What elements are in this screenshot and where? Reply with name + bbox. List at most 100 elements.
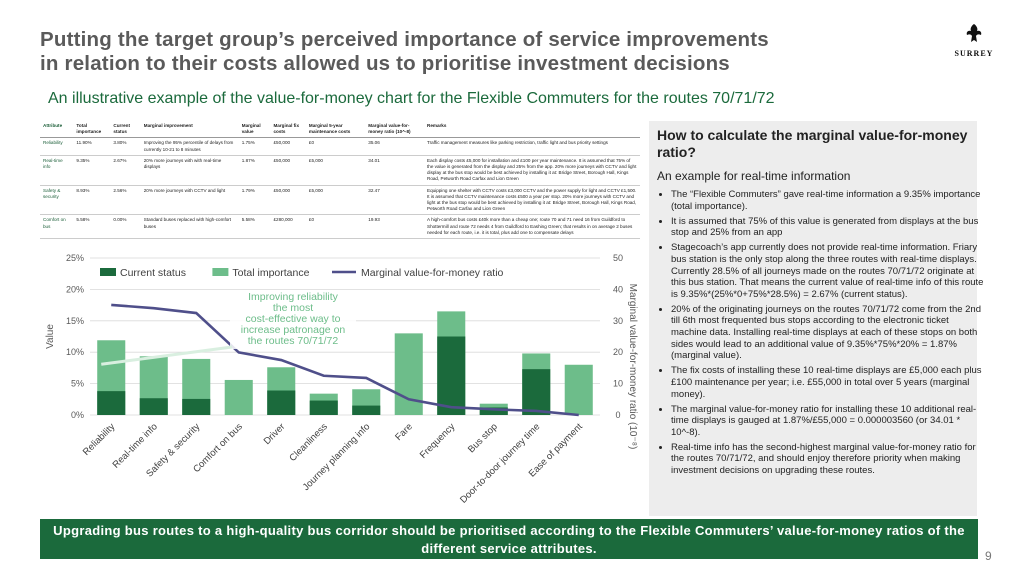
table-header-cell: Current status xyxy=(110,121,141,139)
annotation-text: the most xyxy=(273,302,313,314)
category-label: Cleanliness xyxy=(287,421,330,464)
category-label: Door-to-door journey time xyxy=(458,421,542,505)
value-for-money-line xyxy=(111,303,579,417)
current-status-bar xyxy=(97,391,126,415)
stag-emblem-icon xyxy=(966,24,982,42)
attribute-table: Attribute Total importance Current status M… xyxy=(40,121,640,257)
table-cell: 1.75% xyxy=(238,137,271,156)
category-label: Driver xyxy=(262,421,288,447)
table-cell: £5,000 xyxy=(305,155,366,186)
logo-text: SURREY xyxy=(954,49,994,58)
legend-swatch xyxy=(212,268,229,276)
panel-bullet: 20% of the originating journeys on the r… xyxy=(671,304,987,362)
left-axis-tick-label: 0% xyxy=(71,410,84,420)
panel-heading: How to calculate the marginal value-for-… xyxy=(657,127,968,160)
table-cell: 2.56% xyxy=(110,185,141,216)
category-label: Reliability xyxy=(81,421,118,458)
table-row: Safety & security 8.93% 2.56% 20% more jour… xyxy=(40,185,640,216)
panel-subheading: An example for real-time information xyxy=(657,169,851,183)
category-label: Frequency xyxy=(418,421,458,461)
table-header-cell: Marginal 5-year maintenance costs xyxy=(305,121,366,139)
panel-bullet: Real-time info has the second-highest ma… xyxy=(671,442,987,477)
panel-bullet: It is assumed that 75% of this value is … xyxy=(671,216,987,239)
current-status-bar xyxy=(139,398,168,415)
table-cell: 19.93 xyxy=(365,214,424,240)
legend-label: Marginal value-for-money ratio xyxy=(361,267,504,279)
table-cell: Equipping one shelter with CCTV costs £3… xyxy=(424,185,640,216)
table-cell: A high-comfort bus costs £40k more than … xyxy=(424,214,640,240)
slide-title-line1: Putting the target group’s perceived imp… xyxy=(40,28,769,51)
table-cell: Reliability xyxy=(40,137,74,156)
table-cell: £5,000 xyxy=(305,185,366,216)
category-label: Fare xyxy=(393,421,415,443)
left-axis-tick-label: 25% xyxy=(66,253,84,263)
legend-swatch xyxy=(100,268,116,276)
table-header-row: Attribute Total importance Current status M… xyxy=(40,121,640,139)
conclusion-banner: Upgrading bus routes to a high-quality b… xyxy=(40,519,978,559)
surrey-logo: SURREY xyxy=(954,22,994,58)
right-axis-tick-label: 30 xyxy=(613,316,623,326)
slide-subtitle: An illustrative example of the value-for… xyxy=(48,90,775,107)
table-header-cell: Remarks xyxy=(424,121,640,139)
current-status-bar xyxy=(479,407,508,415)
left-axis-tick-label: 10% xyxy=(66,347,84,357)
table-cell: Traffic management measures like parking… xyxy=(424,137,640,156)
slide-title-line2: in relation to their costs allowed us to… xyxy=(40,52,730,75)
right-axis-tick-label: 0 xyxy=(615,410,620,420)
table-row: Reliability 11.90% 3.80% Improving the 95% … xyxy=(40,137,640,156)
annotation-text: the routes 70/71/72 xyxy=(248,335,339,347)
table-cell: 0.00% xyxy=(110,214,141,240)
panel-bullet-list: The “Flexible Commuters” gave real-time … xyxy=(657,189,987,480)
panel-bullet: The fix costs of installing these 10 rea… xyxy=(671,365,987,400)
table-header-cell: Marginal fix costs xyxy=(270,121,306,139)
table-header-cell: Attribute xyxy=(40,121,74,139)
table-cell: £50,000 xyxy=(270,137,306,156)
slide-title: Putting the target group’s perceived imp… xyxy=(40,28,920,76)
table-cell: 5.58% xyxy=(73,214,111,240)
panel-bullet: The marginal value-for-money ratio for i… xyxy=(671,404,987,439)
annotation-pointer xyxy=(101,345,233,366)
table-cell: Improving the 95% percentile of delays f… xyxy=(140,137,239,156)
table-header-cell: Total importance xyxy=(73,121,111,139)
table-cell: 32.47 xyxy=(365,185,424,216)
table-cell: Safety & security xyxy=(40,185,74,216)
left-axis-tick-label: 15% xyxy=(66,316,84,326)
current-status-bar xyxy=(182,398,211,415)
table-cell: 20% more journeys with CCTV and light xyxy=(140,185,239,216)
table-cell: £280,000 xyxy=(270,214,306,240)
legend-label: Total importance xyxy=(232,267,309,279)
table-cell: 9.35% xyxy=(73,155,111,186)
right-axis-tick-label: 20 xyxy=(613,347,623,357)
current-status-bar xyxy=(437,336,466,415)
right-axis-title: Marginal value-for-money ratio (10⁻⁸) xyxy=(627,284,638,450)
right-axis-tick-label: 40 xyxy=(613,284,623,294)
right-axis-tick-label: 50 xyxy=(613,253,623,263)
value-for-money-chart: 0% 5% 10% 15% 20% 25% 0 10 20 30 40 50 Value Marginal… xyxy=(40,250,640,512)
panel-bullet: The “Flexible Commuters” gave real-time … xyxy=(671,189,987,212)
annotation-text: Improving reliability xyxy=(248,291,339,303)
current-status-bar xyxy=(352,405,381,415)
total-importance-bar xyxy=(564,364,593,415)
right-axis-tick-label: 10 xyxy=(613,379,623,389)
table-cell: 20% more journeys with with real-time di… xyxy=(140,155,239,186)
annotation-text: cost-effective way to xyxy=(246,313,341,325)
table-cell: Real-time info xyxy=(40,155,74,186)
table-header-cell: Marginal value-for-money ratio (10^-8) xyxy=(365,121,424,139)
panel-bullet: Stagecoach’s app currently does not prov… xyxy=(671,242,987,300)
chart-svg: 0% 5% 10% 15% 20% 25% 0 10 20 30 40 50 Value Marginal… xyxy=(45,253,638,506)
table-cell: 1.79% xyxy=(238,185,271,216)
table-cell: £0 xyxy=(305,214,366,240)
table-cell: 5.58% xyxy=(238,214,271,240)
current-status-bar xyxy=(522,369,551,415)
annotation-text: increase patronage on xyxy=(241,324,346,336)
table-cell: £0 xyxy=(305,137,366,156)
table-cell: 8.93% xyxy=(73,185,111,216)
category-label: Bus stop xyxy=(466,421,500,455)
total-importance-bar xyxy=(394,333,423,415)
table-row: Comfort on bus 5.58% 0.00% Standard buses r… xyxy=(40,214,640,240)
left-axis-tick-label: 5% xyxy=(71,379,84,389)
table-cell: £50,000 xyxy=(270,155,306,186)
table-cell: £50,000 xyxy=(270,185,306,216)
current-status-bar xyxy=(309,400,338,415)
page-number: 9 xyxy=(985,549,992,563)
